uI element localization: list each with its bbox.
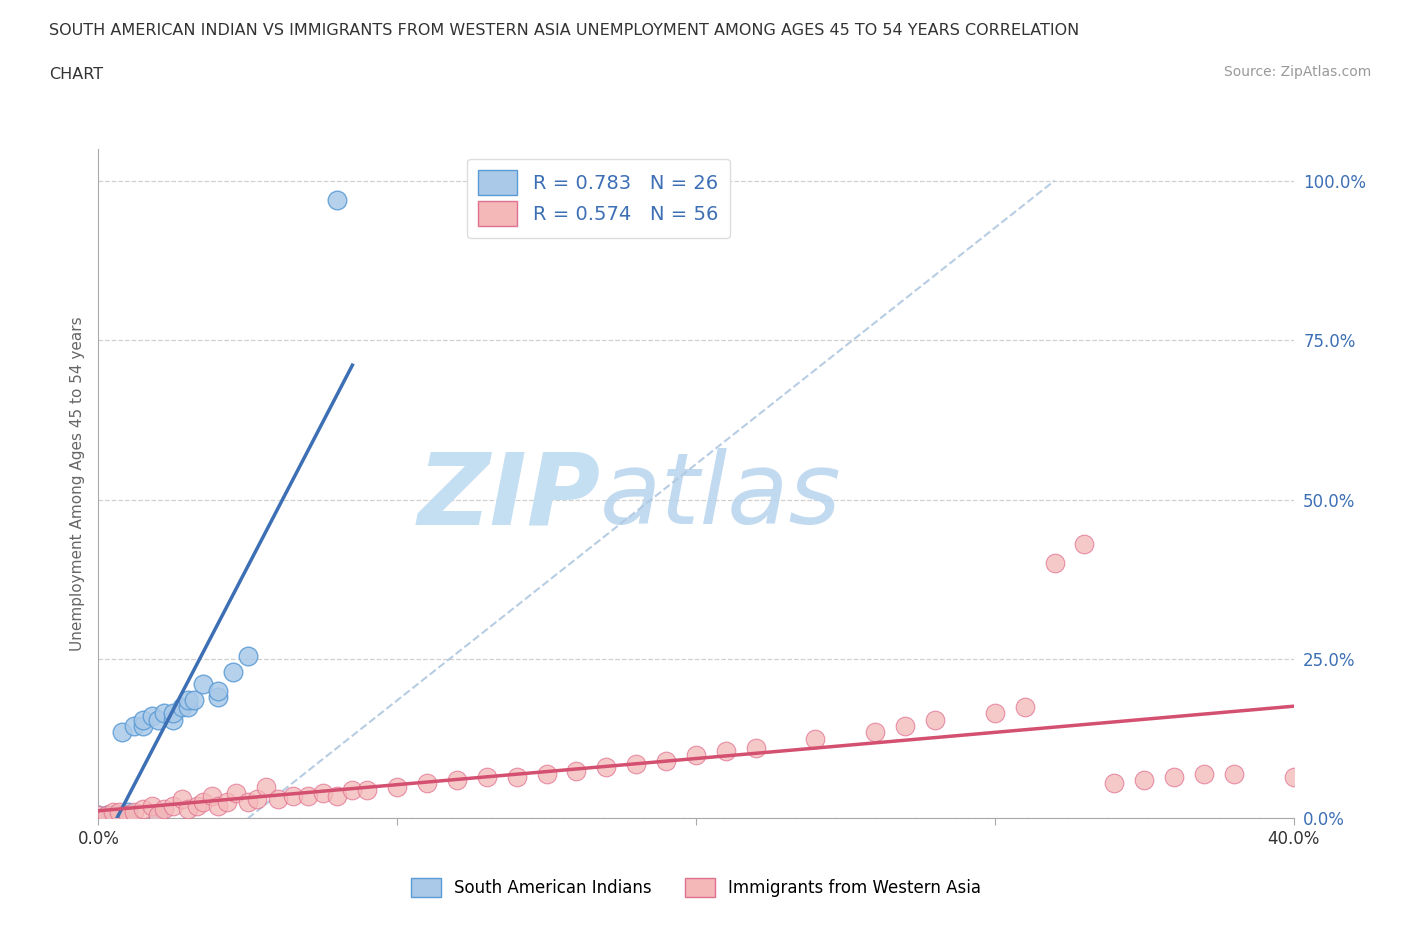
Point	[132, 802, 155, 817]
Point	[207, 684, 229, 698]
Point	[117, 804, 139, 819]
Point	[1163, 769, 1185, 784]
Point	[225, 786, 247, 801]
Text: CHART: CHART	[49, 67, 103, 82]
Point	[1282, 769, 1305, 784]
Point	[356, 782, 378, 797]
Text: Source: ZipAtlas.com: Source: ZipAtlas.com	[1223, 65, 1371, 79]
Point	[326, 789, 349, 804]
Point	[1014, 699, 1036, 714]
Point	[148, 808, 170, 823]
Point	[236, 648, 259, 663]
Point	[183, 693, 205, 708]
Point	[1043, 556, 1066, 571]
Point	[1133, 773, 1156, 788]
Point	[207, 798, 229, 813]
Point	[191, 677, 214, 692]
Point	[246, 791, 269, 806]
Point	[172, 791, 194, 806]
Point	[267, 791, 290, 806]
Point	[924, 712, 946, 727]
Point	[153, 802, 176, 817]
Point	[124, 804, 146, 819]
Point	[108, 804, 131, 819]
Point	[117, 808, 139, 823]
Point	[141, 709, 163, 724]
Point	[506, 769, 529, 784]
Point	[103, 808, 125, 823]
Point	[177, 802, 200, 817]
Text: ZIP: ZIP	[418, 448, 600, 546]
Point	[281, 789, 304, 804]
Point	[141, 798, 163, 813]
Point	[108, 808, 131, 823]
Point	[96, 808, 118, 823]
Point	[222, 664, 245, 679]
Point	[326, 193, 349, 207]
Point	[655, 753, 678, 768]
Point	[1104, 776, 1126, 790]
Point	[132, 712, 155, 727]
Point	[201, 789, 224, 804]
Point	[595, 760, 617, 775]
Point	[177, 693, 200, 708]
Point	[96, 808, 118, 823]
Text: SOUTH AMERICAN INDIAN VS IMMIGRANTS FROM WESTERN ASIA UNEMPLOYMENT AMONG AGES 45: SOUTH AMERICAN INDIAN VS IMMIGRANTS FROM…	[49, 23, 1080, 38]
Legend: South American Indians, Immigrants from Western Asia: South American Indians, Immigrants from …	[404, 871, 988, 904]
Y-axis label: Unemployment Among Ages 45 to 54 years: Unemployment Among Ages 45 to 54 years	[69, 316, 84, 651]
Point	[536, 766, 558, 781]
Point	[87, 808, 110, 823]
Point	[103, 804, 125, 819]
Point	[148, 808, 170, 823]
Point	[745, 741, 768, 756]
Point	[565, 764, 588, 778]
Point	[894, 719, 917, 734]
Point	[385, 779, 409, 794]
Point	[254, 779, 277, 794]
Point	[297, 789, 319, 804]
Point	[207, 690, 229, 705]
Point	[342, 782, 364, 797]
Point	[215, 795, 238, 810]
Point	[983, 706, 1005, 721]
Point	[714, 744, 737, 759]
Point	[148, 712, 170, 727]
Point	[124, 719, 146, 734]
Point	[865, 724, 887, 739]
Point	[1192, 766, 1215, 781]
Point	[153, 706, 176, 721]
Point	[177, 699, 200, 714]
Point	[111, 724, 134, 739]
Point	[624, 757, 647, 772]
Point	[804, 731, 827, 746]
Point	[685, 747, 707, 762]
Point	[311, 786, 333, 801]
Point	[191, 795, 214, 810]
Point	[475, 769, 498, 784]
Point	[87, 808, 110, 823]
Point	[416, 776, 439, 790]
Point	[186, 798, 208, 813]
Point	[117, 808, 139, 823]
Point	[446, 773, 468, 788]
Point	[162, 706, 184, 721]
Point	[172, 699, 194, 714]
Point	[162, 712, 184, 727]
Point	[162, 798, 184, 813]
Point	[1073, 537, 1095, 551]
Text: atlas: atlas	[600, 448, 842, 546]
Point	[1223, 766, 1246, 781]
Point	[236, 795, 259, 810]
Point	[132, 719, 155, 734]
